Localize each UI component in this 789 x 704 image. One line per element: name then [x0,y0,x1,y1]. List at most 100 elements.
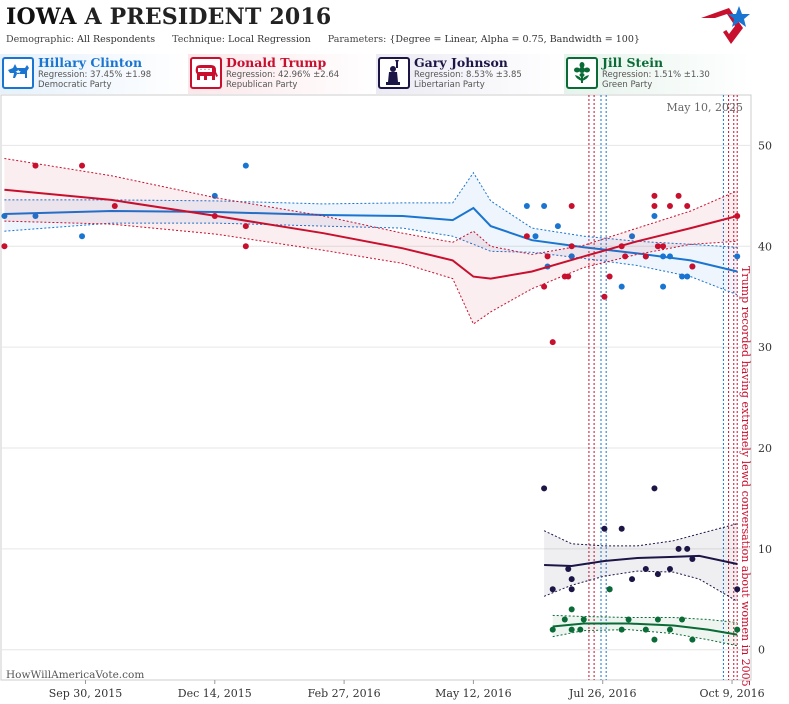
donald-trump-poll-point [651,202,658,209]
donald-trump-poll-point [568,243,575,250]
jill-stein-lower-bound [552,629,738,647]
gary-johnson-confidence-band [544,523,738,602]
flower-icon [566,57,598,89]
x-tick-label: Jul 26, 2016 [568,687,637,700]
date-stamp: May 10, 2025 [666,101,743,114]
gary-johnson-poll-point [565,566,572,573]
x-tick-label: Oct 9, 2016 [699,687,764,700]
donald-trump-poll-point [654,243,661,250]
gary-johnson-poll-point [568,576,575,583]
jill-stein-poll-point [642,626,649,633]
gary-johnson-poll-point [689,555,696,562]
jill-stein-poll-point [689,636,696,643]
site-logo-icon[interactable] [699,4,751,46]
hillary-clinton-lower-bound [4,222,738,296]
jill-stein-upper-bound [552,614,738,623]
jill-stein-poll-point [679,616,686,623]
candidate-name: Hillary Clinton [38,55,143,70]
jill-stein-poll-point [625,616,632,623]
jill-stein-poll-point [618,626,625,633]
candidate-regression: Regression: 37.45% ±1.98 [38,70,152,80]
parameters-value[interactable]: {Degree = Linear, Alpha = 0.75, Bandwidt… [389,34,640,45]
gary-johnson-poll-point [618,525,625,532]
hillary-clinton-poll-point [242,162,249,169]
demographic-value[interactable]: All Respondents [77,34,156,45]
donald-trump-poll-point [1,243,8,250]
donald-trump-poll-point [565,273,572,280]
donkey-icon [2,57,34,89]
hillary-clinton-poll-point [629,233,636,240]
donald-trump-upper-bound [4,158,738,255]
candidate-card-stein[interactable]: Jill Stein Regression: 1.51% ±1.30 Green… [564,54,752,94]
donald-trump-poll-point [618,243,625,250]
race-name: A PRESIDENT 2016 [84,4,332,30]
jill-stein-poll-point [549,626,556,633]
gary-johnson-trend-line [544,554,738,568]
candidate-card-trump[interactable]: Donald Trump Regression: 42.96% ±2.64 Re… [188,54,376,94]
header: IOWA A PRESIDENT 2016 Demographic: All R… [0,0,789,52]
jill-stein-poll-point [654,616,661,623]
y-tick-label: 30 [758,341,772,354]
parameters-line: Demographic: All Respondents Technique: … [6,34,654,45]
donald-trump-poll-point [689,263,696,270]
plot-frame [0,94,752,681]
gary-johnson-poll-point [734,586,741,593]
technique-label: Technique: [172,34,225,45]
donald-trump-poll-point [111,202,118,209]
candidate-card-clinton[interactable]: Hillary Clinton Regression: 37.45% ±1.98… [0,54,188,94]
candidate-party: Republican Party [226,80,298,90]
donald-trump-poll-point [651,192,658,199]
x-tick-label: Dec 14, 2015 [178,687,252,700]
gary-johnson-poll-point [629,576,636,583]
jill-stein-poll-point [568,606,575,613]
hillary-clinton-poll-point [660,253,667,260]
hillary-clinton-poll-point [666,253,673,260]
gary-johnson-poll-point [684,545,691,552]
donald-trump-poll-point [734,213,741,220]
candidate-name: Jill Stein [602,55,664,70]
gary-johnson-poll-point [568,586,575,593]
y-tick-label: 40 [758,240,772,253]
donald-trump-poll-point [601,293,608,300]
jill-stein-poll-point [734,626,741,633]
y-tick-label: 0 [758,644,765,657]
candidate-regression: Regression: 1.51% ±1.30 [602,70,710,80]
x-tick-label: May 12, 2016 [435,687,512,700]
donald-trump-poll-point [242,223,249,230]
gary-johnson-lower-bound [543,570,738,602]
hillary-clinton-poll-point [32,213,39,220]
hillary-clinton-poll-point [568,253,575,260]
candidate-party: Democratic Party [38,80,112,90]
x-tick-label: Feb 27, 2016 [308,687,381,700]
hillary-clinton-poll-point [734,253,741,260]
hillary-clinton-poll-point [684,273,691,280]
hillary-clinton-poll-point [532,233,539,240]
jill-stein-poll-point [577,626,584,633]
candidate-regression: Regression: 42.96% ±2.64 [226,70,340,80]
hillary-clinton-poll-point [618,283,625,290]
event-annotation: Trump recorded having extremely lewd con… [739,266,752,687]
donald-trump-poll-point [544,253,551,260]
hillary-clinton-poll-point [660,283,667,290]
donald-trump-poll-point [32,162,39,169]
technique-value[interactable]: Local Regression [228,34,311,45]
donald-trump-poll-point [606,273,613,280]
gary-johnson-poll-point [654,571,661,578]
gary-johnson-poll-point [549,586,556,593]
hillary-clinton-poll-point [79,233,86,240]
donald-trump-poll-point [675,192,682,199]
y-tick-label: 20 [758,442,772,455]
page-title: IOWA A PRESIDENT 2016 [6,4,331,30]
hillary-clinton-poll-point [1,213,8,220]
donald-trump-poll-point [622,253,629,260]
donald-trump-poll-point [211,213,218,220]
gary-johnson-poll-point [675,545,682,552]
gary-johnson-poll-point [642,566,649,573]
donald-trump-poll-point [242,243,249,250]
candidate-party: Green Party [602,80,653,90]
jill-stein-trend-line [552,622,738,636]
donald-trump-poll-point [666,202,673,209]
elephant-icon [190,57,222,89]
liberty-statue-icon [378,57,410,89]
candidate-card-johnson[interactable]: Gary Johnson Regression: 8.53% ±3.85 Lib… [376,54,564,94]
